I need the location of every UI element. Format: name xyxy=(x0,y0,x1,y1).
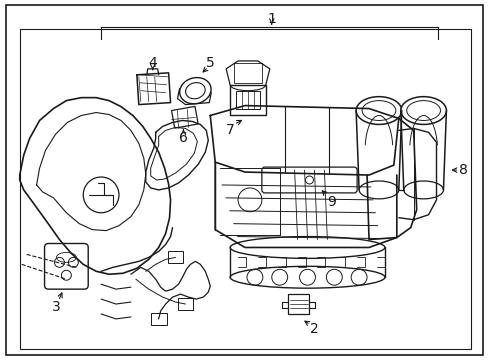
Text: 8: 8 xyxy=(458,163,467,177)
FancyBboxPatch shape xyxy=(44,243,88,289)
FancyBboxPatch shape xyxy=(262,167,356,193)
Bar xyxy=(234,63,262,83)
Bar xyxy=(150,313,166,325)
Bar xyxy=(167,251,183,264)
Text: 6: 6 xyxy=(179,131,187,145)
Bar xyxy=(236,91,259,109)
Ellipse shape xyxy=(355,96,401,125)
Ellipse shape xyxy=(403,181,443,199)
Ellipse shape xyxy=(358,181,398,199)
Bar xyxy=(20,29,470,349)
Text: 3: 3 xyxy=(52,300,61,314)
Bar xyxy=(287,294,309,314)
Ellipse shape xyxy=(361,100,395,121)
Text: 7: 7 xyxy=(225,123,234,138)
Text: 2: 2 xyxy=(309,322,318,336)
Ellipse shape xyxy=(400,96,446,125)
Bar xyxy=(230,85,265,114)
Bar xyxy=(177,298,193,310)
Text: 5: 5 xyxy=(205,56,214,70)
Text: 4: 4 xyxy=(148,56,157,70)
Ellipse shape xyxy=(406,100,440,121)
Ellipse shape xyxy=(179,77,211,104)
Text: 1: 1 xyxy=(267,12,276,26)
Bar xyxy=(171,107,198,128)
Text: 9: 9 xyxy=(326,195,335,209)
Ellipse shape xyxy=(230,266,384,288)
Ellipse shape xyxy=(230,237,384,258)
